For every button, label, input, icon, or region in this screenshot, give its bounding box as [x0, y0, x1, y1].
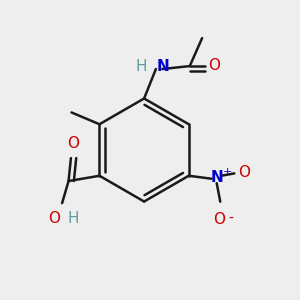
Text: N: N — [157, 58, 169, 74]
Text: O: O — [238, 165, 250, 180]
Text: N: N — [210, 170, 223, 185]
Text: H: H — [68, 211, 80, 226]
Text: -: - — [229, 212, 233, 226]
Text: O: O — [49, 211, 61, 226]
Text: +: + — [223, 167, 232, 177]
Text: H: H — [136, 58, 147, 74]
Text: O: O — [208, 58, 220, 73]
Text: O: O — [213, 212, 225, 227]
Text: O: O — [67, 136, 79, 151]
